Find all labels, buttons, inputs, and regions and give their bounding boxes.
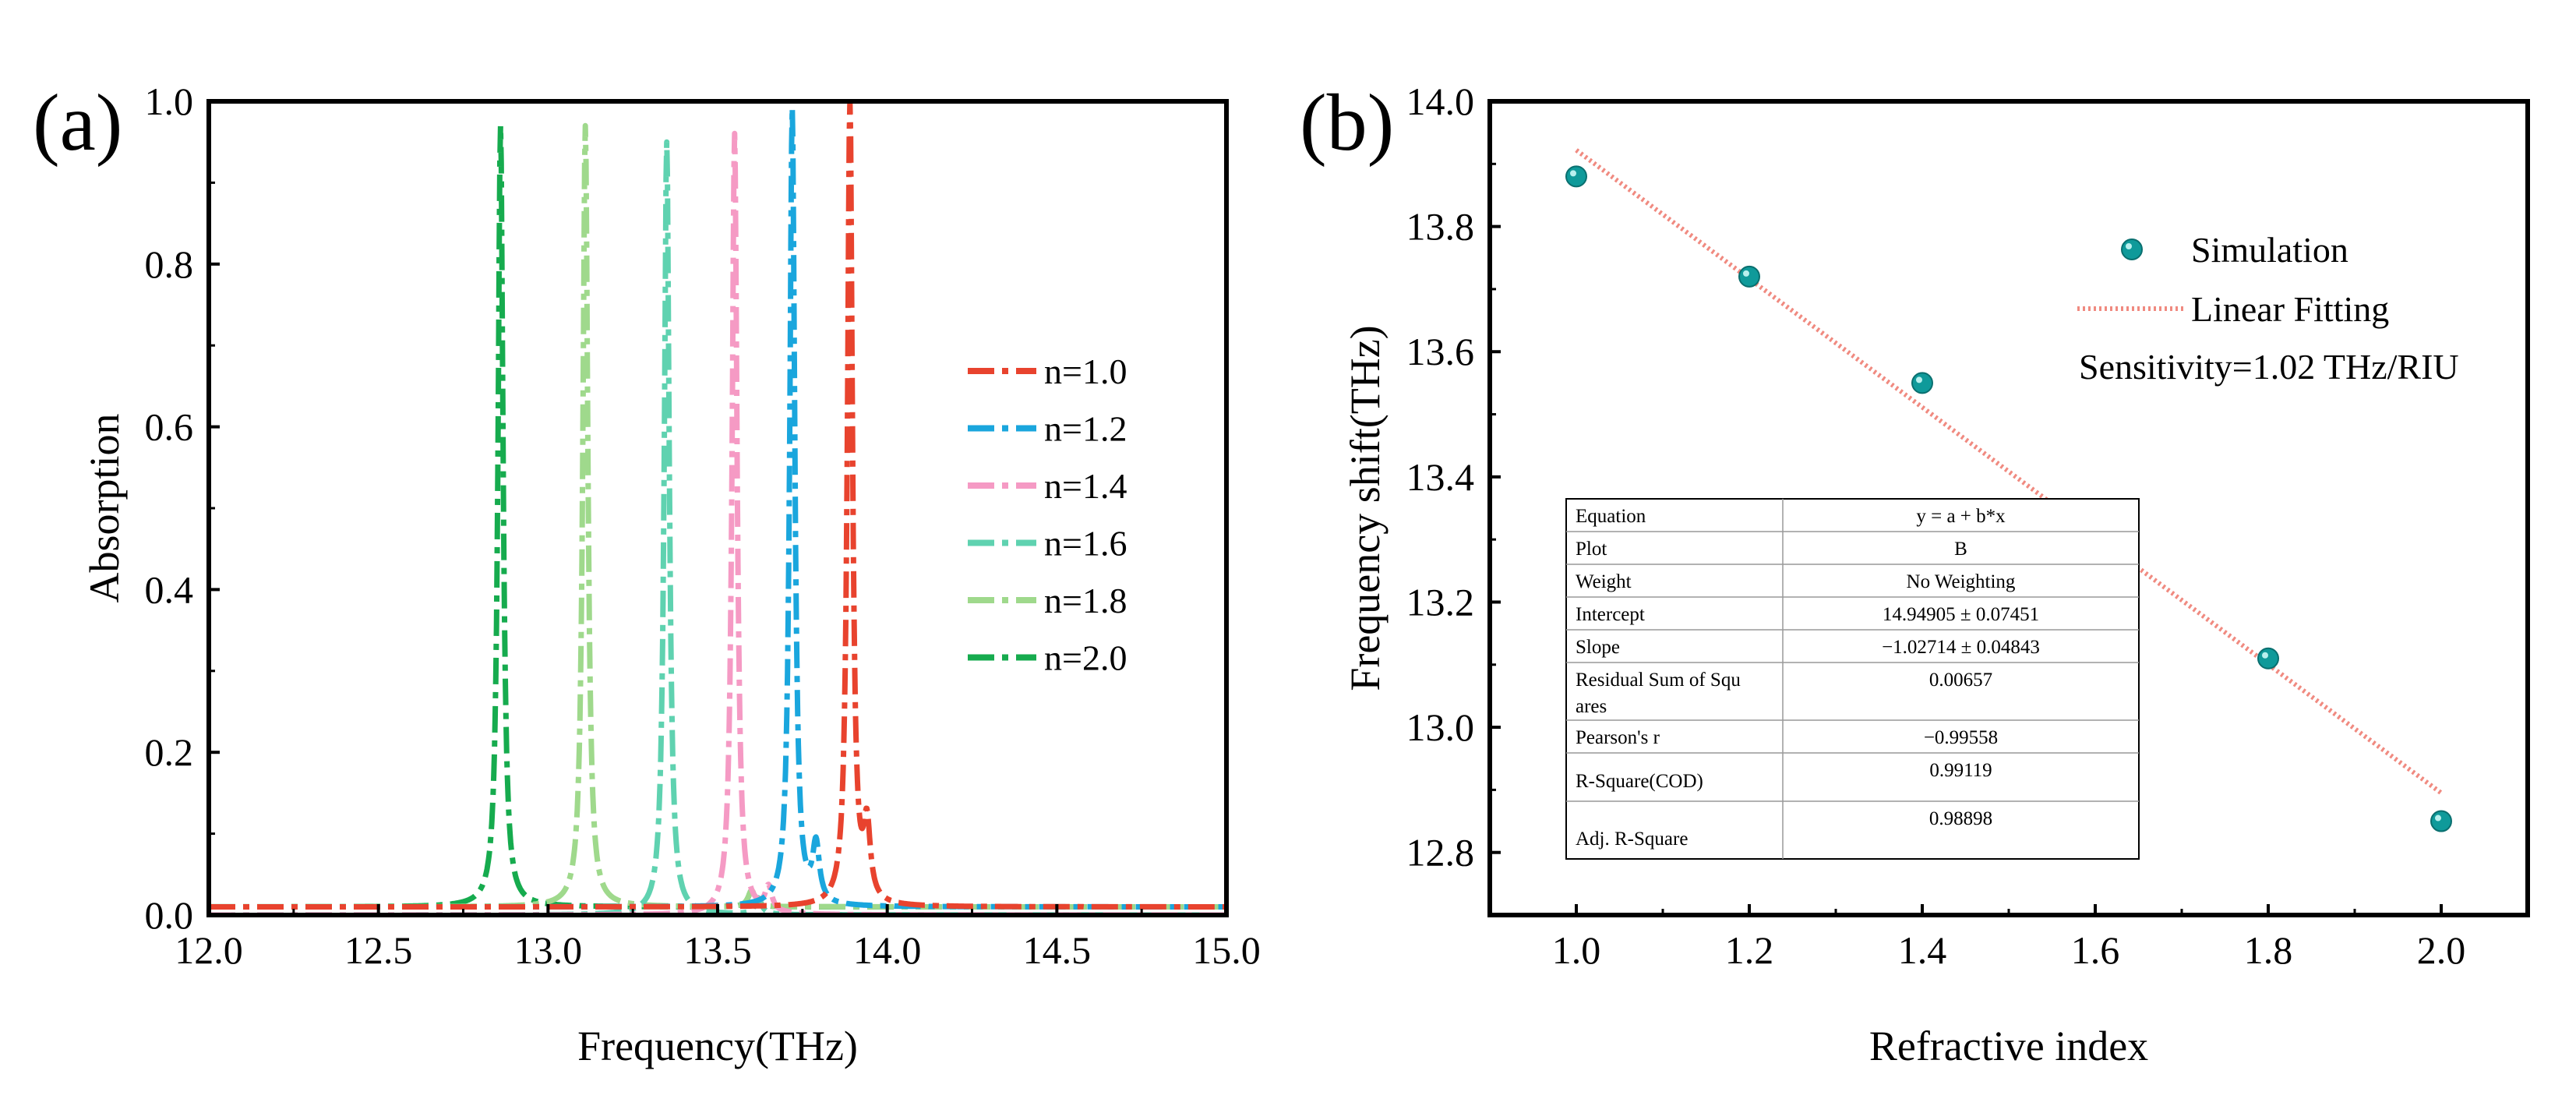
x-tick-label-b: 1.6 [2071,928,2120,972]
stats-label: Equation [1576,506,1646,527]
y-tick-label-b: 13.0 [1406,705,1475,749]
y-tick-label-a: 0.6 [145,405,194,449]
x-axis-title-b: Refractive index [1869,1023,2148,1069]
x-tick-label-b: 1.2 [1725,928,1774,972]
plot-area-a [209,101,1226,915]
x-tick-label-a: 15.0 [1192,928,1261,972]
x-axis-title-a: Frequency(THz) [577,1023,858,1069]
stats-label: Plot [1576,539,1607,560]
legend-label-a: n=1.8 [1044,581,1127,620]
stats-value: B [1954,539,1967,560]
x-tick-label-a: 14.0 [853,928,922,972]
y-tick-label-a: 0.8 [145,242,194,286]
series-line-a [209,122,1226,910]
scatter-point [1738,265,1760,288]
scatter-point [2430,810,2452,832]
scatter-point-highlight [1916,376,1922,383]
x-tick-label-a: 12.0 [175,928,243,972]
series-line-a [209,104,1226,910]
stats-label: Slope [1576,637,1620,658]
x-tick-label-b: 1.0 [1552,928,1601,972]
x-tick-label-b: 2.0 [2417,928,2466,972]
scatter-point-highlight [1570,170,1576,177]
scatter-point-highlight [2262,652,2268,659]
x-tick-label-a: 14.5 [1023,928,1092,972]
legend-label-simulation: Simulation [2191,230,2348,270]
y-axis-b: 12.8 13.0 13.2 13.4 13.6 13.8 14.0 [1406,80,1501,875]
stats-value: −0.99558 [1924,727,1998,748]
x-tick-label-a: 12.5 [344,928,413,972]
legend-marker-simulation [2121,239,2143,260]
stats-label: Pearson's r [1576,727,1660,748]
scatter-point-highlight [1743,270,1749,277]
y-tick-label-b: 13.6 [1406,330,1475,373]
legend-b: Simulation Linear Fitting [2077,230,2389,329]
legend-label-a: n=2.0 [1044,638,1127,678]
stats-value: 14.94905 ± 0.07451 [1883,604,2039,625]
x-tick-label-a: 13.0 [514,928,583,972]
legend-label-a: n=1.4 [1044,466,1127,506]
panel-a: (a) 12.0 12.5 13.0 13.5 14.0 14.5 15.0 0.00.20… [33,78,1261,1069]
stats-value: y = a + b*x [1916,506,2006,527]
stats-value: 0.00657 [1929,670,1992,691]
stats-label: Intercept [1576,604,1645,625]
stats-value: No Weighting [1907,571,2016,592]
stats-table: Equation y = a + b*x Plot B Weight No Weighti… [1565,498,2140,860]
scatter-point [1911,372,1933,394]
stats-label: Adj. R-Square [1576,829,1688,850]
y-tick-label-a: 0.2 [145,730,194,774]
scatter-point [1565,165,1587,188]
panel-b: (b) Equation y = a + b*x Plot B Weight No Wei… [1300,78,2530,1069]
y-axis-title-b: Frequency shift(THz) [1342,325,1389,691]
x-tick-label-b: 1.8 [2244,928,2293,972]
stats-table-frame [1565,498,2140,860]
sensitivity-annotation: Sensitivity=1.02 THz/RIU [2079,347,2459,387]
legend-label-fit: Linear Fitting [2191,289,2389,329]
stats-value: 0.99119 [1929,760,1992,781]
y-tick-label-b: 13.4 [1406,455,1475,499]
y-tick-label-b: 12.8 [1406,831,1475,875]
y-axis-title-a: Absorption [81,414,128,603]
stats-value: 0.98898 [1929,808,1992,829]
y-tick-label-a: 1.0 [145,80,194,123]
panel-label-a: (a) [33,78,122,168]
legend-label-a: n=1.6 [1044,524,1127,564]
y-tick-label-a: 0.4 [145,567,194,611]
legend-label-a: n=1.2 [1044,409,1127,449]
x-axis-a: 12.0 12.5 13.0 13.5 14.0 14.5 15.0 [175,904,1261,972]
panel-label-b: (b) [1300,78,1394,168]
y-tick-label-a: 0.0 [145,893,194,937]
y-tick-label-b: 13.2 [1406,580,1475,624]
stats-label-line: ares [1576,696,1607,717]
stats-label: Residual Sum of Squ ares [1576,670,1741,717]
x-axis-b: 1.0 1.2 1.4 1.6 1.8 2.0 [1488,904,2529,972]
stats-value: −1.02714 ± 0.04843 [1882,637,2040,658]
x-tick-label-a: 13.5 [683,928,752,972]
stats-label: R-Square(COD) [1576,771,1703,792]
scatter-point-highlight [2435,814,2441,822]
scatter-point [2257,647,2279,670]
stats-label-line: Residual Sum of Squ [1576,670,1741,691]
y-axis-a: 0.0 0.2 0.4 0.6 0.8 1.0 [145,80,220,937]
series-line-a [209,122,1226,910]
stats-label: Weight [1576,571,1632,592]
legend-marker-highlight [2126,243,2132,249]
y-tick-label-b: 14.0 [1406,80,1475,123]
legend-a: n=1.0 n=1.2 n=1.4 n=1.6 n=1.8 n=2.0 [968,352,1127,678]
y-tick-label-b: 13.8 [1406,205,1475,249]
x-tick-label-b: 1.4 [1898,928,1947,972]
axes-frame-a [206,99,1229,917]
legend-label-a: n=1.0 [1044,352,1127,391]
